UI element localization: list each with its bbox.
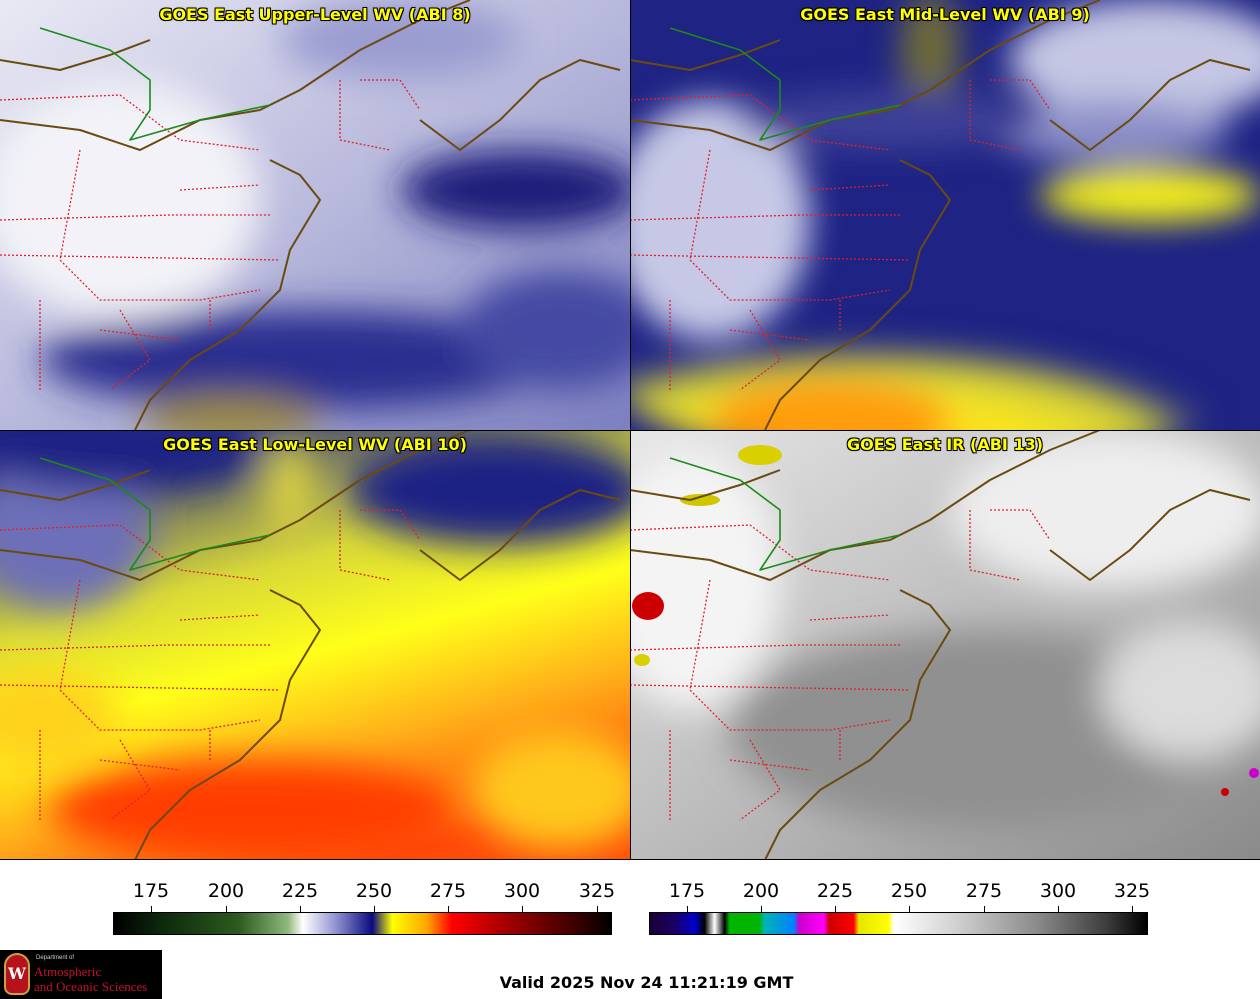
wv-tick-mark (300, 906, 301, 912)
panel-title: GOES East Mid-Level WV (ABI 9) (800, 5, 1090, 24)
upper-level-wv-image (0, 0, 630, 430)
ir-colorbar: 175 200 225 250 275 300 325 (649, 868, 1151, 940)
low-level-wv-image (0, 430, 630, 860)
wv-tick-mark (448, 906, 449, 912)
ir-tick-label: 300 (1039, 880, 1077, 902)
wv-tick-mark (597, 906, 598, 912)
ir-tick-label: 325 (1113, 880, 1151, 902)
ir-tick-mark (984, 906, 985, 912)
ir-tick-mark (761, 906, 762, 912)
panel-title: GOES East Low-Level WV (ABI 10) (163, 435, 467, 454)
ir-tick-label: 250 (890, 880, 928, 902)
wv-tick-label: 225 (281, 880, 319, 902)
wv-tick-label: 300 (503, 880, 541, 902)
panel-ir: GOES East IR (ABI 13) (630, 430, 1260, 860)
ir-tick-label: 275 (965, 880, 1003, 902)
wv-tick-label: 250 (355, 880, 393, 902)
logo-dept-text: Department of (36, 955, 75, 961)
wv-tick-label: 275 (429, 880, 467, 902)
panel-title: GOES East IR (ABI 13) (846, 435, 1044, 454)
aos-logo[interactable]: W Department of Atmospheric and Oceanic … (0, 950, 162, 999)
ir-colorbar-ramp (649, 912, 1148, 935)
wv-tick-label: 175 (132, 880, 170, 902)
uw-seal-icon: W (4, 953, 30, 995)
ir-tick-mark (909, 906, 910, 912)
ir-tick-mark (687, 906, 688, 912)
wv-tick-mark (226, 906, 227, 912)
mid-level-wv-image (630, 0, 1260, 430)
ir-tick-label: 175 (668, 880, 706, 902)
wv-tick-mark (374, 906, 375, 912)
panel-title: GOES East Upper-Level WV (ABI 8) (159, 5, 471, 24)
panel-upper-level-wv: GOES East Upper-Level WV (ABI 8) (0, 0, 630, 430)
ir-tick-label: 200 (742, 880, 780, 902)
logo-name-line2: and Oceanic Sciences (34, 979, 148, 994)
panel-mid-level-wv: GOES East Mid-Level WV (ABI 9) (630, 0, 1260, 430)
wv-tick-mark (151, 906, 152, 912)
wv-tick-label: 200 (207, 880, 245, 902)
ir-tick-mark (1058, 906, 1059, 912)
ir-image (630, 430, 1260, 860)
logo-name-line1: Atmospheric (34, 964, 102, 979)
wv-colorbar-ramp (113, 912, 612, 935)
ir-tick-mark (1132, 906, 1133, 912)
panel-low-level-wv: GOES East Low-Level WV (ABI 10) (0, 430, 630, 860)
ir-tick-mark (835, 906, 836, 912)
wv-tick-label: 325 (578, 880, 616, 902)
wv-colorbar: 175 200 225 250 275 300 325 (113, 868, 616, 940)
panel-divider-horizontal (0, 430, 1260, 431)
wv-tick-mark (522, 906, 523, 912)
ir-tick-label: 225 (816, 880, 854, 902)
valid-time: Valid 2025 Nov 24 11:21:19 GMT (499, 973, 794, 992)
